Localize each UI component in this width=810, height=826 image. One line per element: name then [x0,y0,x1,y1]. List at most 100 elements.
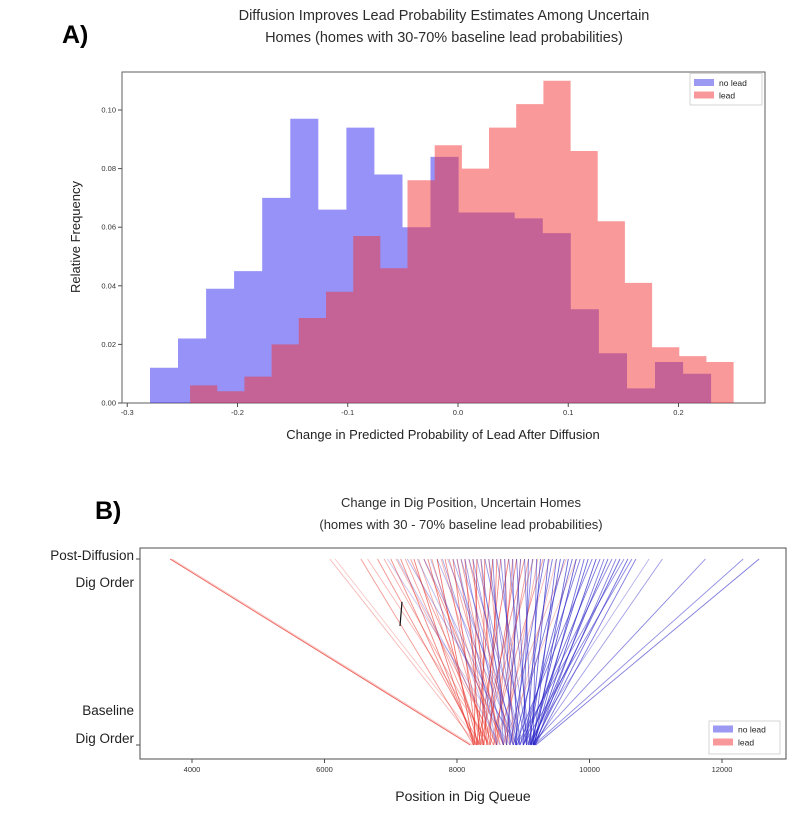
a-x-tick-label: 0.0 [453,408,463,417]
slope-line [460,558,518,746]
slope-line [522,558,633,746]
a-y-tick-label: 0.08 [101,164,116,173]
legend-swatch-lead [694,91,714,99]
slope-line [508,558,531,746]
slope-line [526,558,541,746]
panel-b-plot-border [139,547,787,760]
slope-line [522,558,601,746]
panel-a-axis-ticks: -0.3 -0.2 -0.1 0.0 0.1 0.2 0.00 0.02 0.04 0.06 0.0… [101,106,683,418]
slope-line [535,558,760,746]
slope-line [480,558,498,746]
b-x-tick-label: 10000 [579,765,600,774]
slope-line [418,558,483,746]
panel-b-ytop-line2: Dig Order [75,575,134,590]
slope-line [500,558,521,746]
slope-line [387,558,511,746]
slope-line [444,558,484,746]
legend-swatch-lead [713,738,733,746]
slope-line [427,558,479,746]
histogram-bars [150,80,734,404]
slope-line [464,558,504,746]
slope-line [472,558,514,746]
panel-a-ylabel: Relative Frequency [68,181,83,293]
slope-line [430,558,498,746]
panel-b-label: B) [95,497,121,525]
slope-line [534,558,637,746]
slope-line [473,558,478,746]
slope-line [476,558,521,746]
slope-line [504,558,514,746]
slope-line [423,558,504,746]
b-x-tick-label: 8000 [449,765,466,774]
slope-line [496,558,529,746]
panel-b-legend: no lead lead [708,720,781,755]
slope-lines [169,558,760,746]
slope-line [486,558,518,746]
slope-line [397,558,501,746]
slope-line [532,558,557,746]
slope-line [492,558,567,746]
slope-line [423,558,514,746]
panel-a-xlabel: Change in Predicted Probability of Lead … [286,427,599,442]
slope-line [489,558,544,746]
slope-line [413,558,475,746]
slope-line [534,558,605,746]
slope-line [406,558,517,746]
slope-line [519,558,613,746]
a-x-tick-label: -0.1 [341,408,354,417]
legend-label-lead: lead [738,738,754,748]
panel-b-ytop-line1: Post-Diffusion [50,548,134,563]
black-dash-annotation [399,601,403,627]
slope-line [524,558,532,746]
legend-label-no-lead: no lead [738,725,766,735]
slope-line [400,558,477,746]
slope-line [483,558,502,746]
slope-line [472,558,488,746]
slope-line [484,558,528,746]
slope-line [383,558,490,746]
panel-b: B) Change in Dig Position, Uncertain Hom… [50,495,787,804]
slope-line [452,558,514,746]
slope-line [492,558,504,746]
panel-b-title-line2: (homes with 30 - 70% baseline lead proba… [319,517,602,532]
a-x-tick-label: 0.2 [673,408,683,417]
slope-line [464,558,481,746]
slope-line [532,558,629,746]
slope-line [483,558,534,746]
slope-line [533,558,744,746]
slope-series-no-lead [387,558,760,746]
a-x-tick-label: 0.1 [563,408,573,417]
panel-b-ybottom-line2: Dig Order [75,731,134,746]
panel-b-xlabel: Position in Dig Queue [395,788,531,804]
slope-line [329,558,478,746]
slope-line [512,558,518,746]
slope-line [530,558,706,746]
legend-label-lead: lead [719,91,735,101]
panel-a-label: A) [62,21,88,49]
a-x-tick-label: -0.3 [121,408,134,417]
slope-line [534,558,569,746]
legend-frame [689,73,763,106]
a-y-tick-label: 0.02 [101,340,116,349]
slope-line [514,558,533,746]
slope-line [488,558,518,746]
slope-line [452,558,478,746]
legend-swatch-no-lead [713,725,733,733]
panel-a-title-line1: Diffusion Improves Lead Probability Esti… [239,8,650,24]
panel-b-ybottom-line1: Baseline [82,703,134,718]
slope-line [533,558,585,746]
slope-line [516,558,528,746]
slope-line [468,558,524,746]
a-y-tick-label: 0.00 [101,399,116,408]
slope-line [395,558,498,746]
slope-line [522,558,573,746]
slope-line [532,558,537,746]
a-y-tick-label: 0.04 [101,281,116,290]
panel-a: A) Diffusion Improves Lead Probability E… [62,8,766,442]
slope-line [447,558,521,746]
slope-line [532,558,597,746]
slope-line [360,558,474,746]
slope-line [404,558,486,746]
slope-line [481,558,486,746]
